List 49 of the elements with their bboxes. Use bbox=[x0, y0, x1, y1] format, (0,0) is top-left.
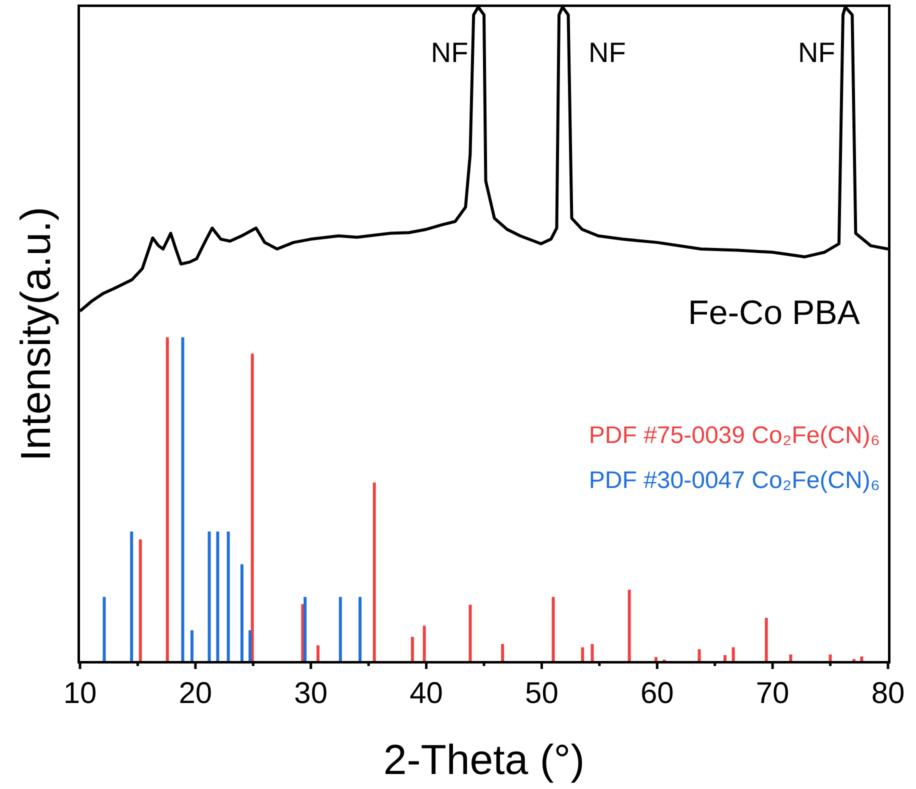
y-axis-title: Intensity(a.u.) bbox=[12, 206, 59, 462]
bar bbox=[732, 647, 735, 661]
x-tick-label: 20 bbox=[178, 677, 212, 710]
series-label: Fe-Co PBA bbox=[688, 294, 860, 332]
bar bbox=[138, 539, 142, 661]
text: PDF #30-0047 Co₂Fe(CN)₆ bbox=[588, 467, 880, 494]
bar bbox=[581, 647, 584, 661]
bar bbox=[590, 644, 594, 661]
x-tick-label: 40 bbox=[410, 677, 443, 710]
bar bbox=[166, 337, 169, 661]
x-axis-title: 2-Theta (°) bbox=[383, 736, 585, 783]
bar bbox=[216, 532, 220, 661]
bar bbox=[654, 657, 658, 661]
bar bbox=[181, 337, 184, 661]
x-tick-label: 50 bbox=[525, 677, 558, 710]
x-tick-label: 70 bbox=[756, 677, 790, 710]
bar bbox=[372, 482, 376, 661]
bar bbox=[240, 564, 244, 661]
bar bbox=[250, 354, 254, 661]
x-tick-label: 10 bbox=[63, 677, 97, 710]
bar bbox=[860, 656, 864, 661]
bar bbox=[226, 532, 230, 661]
bar bbox=[628, 590, 631, 661]
annotation: NF bbox=[798, 37, 836, 68]
bar bbox=[304, 596, 307, 661]
bar bbox=[698, 649, 701, 661]
text: PDF #75-0039 Co₂Fe(CN)₆ bbox=[588, 422, 880, 449]
bar bbox=[338, 596, 342, 661]
bar bbox=[501, 644, 504, 661]
bar bbox=[724, 655, 727, 661]
bar bbox=[102, 596, 106, 661]
bar bbox=[552, 596, 555, 661]
annotation: NF bbox=[588, 37, 626, 68]
bar bbox=[248, 630, 252, 661]
bar bbox=[789, 654, 792, 661]
x-tick-label: 80 bbox=[871, 677, 905, 710]
x-tick-label: 30 bbox=[294, 677, 328, 710]
bar bbox=[358, 596, 362, 661]
bar bbox=[468, 604, 472, 661]
x-tick-label: 60 bbox=[640, 677, 674, 710]
bar bbox=[316, 645, 320, 661]
bar bbox=[130, 532, 134, 661]
bar bbox=[422, 626, 426, 661]
bar bbox=[190, 630, 194, 661]
bar bbox=[208, 532, 211, 661]
bar bbox=[828, 654, 832, 661]
bar bbox=[764, 618, 768, 661]
annotation: NF bbox=[430, 37, 468, 68]
bar bbox=[410, 636, 414, 661]
